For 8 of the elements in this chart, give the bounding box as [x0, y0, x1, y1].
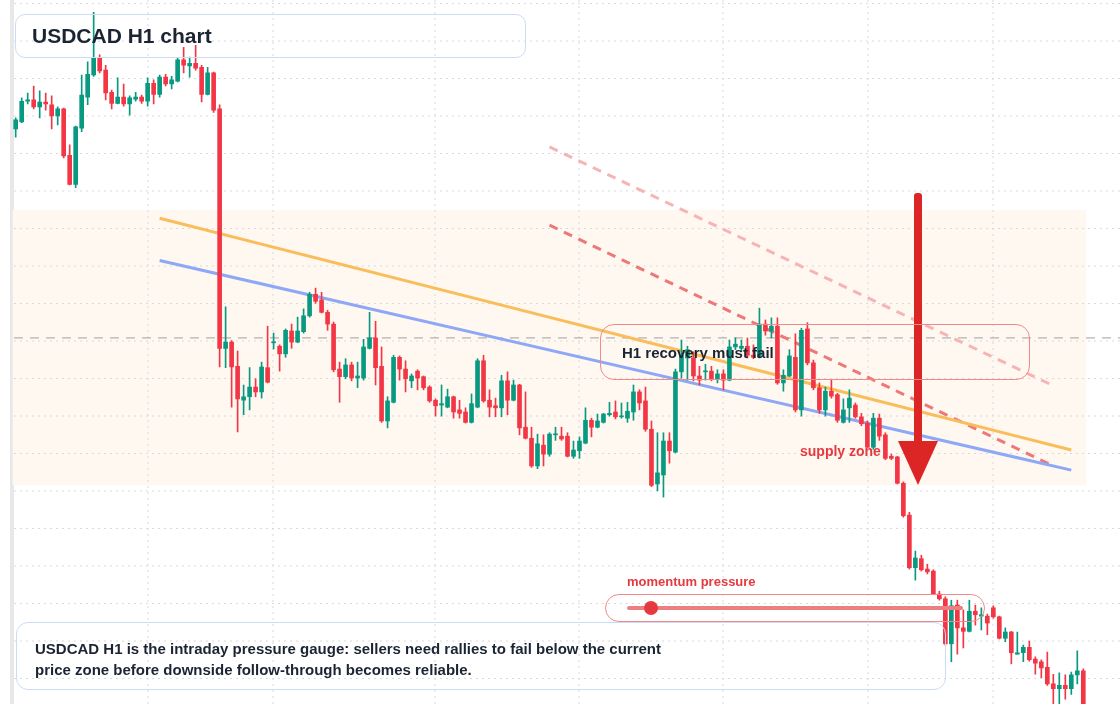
annotation: momentum pressure	[627, 574, 756, 589]
candlestick	[37, 90, 43, 119]
candlestick	[1074, 650, 1080, 685]
candlestick	[1062, 674, 1068, 700]
candlestick	[1050, 673, 1056, 704]
band-label: supply zone	[800, 443, 882, 460]
candlestick	[1056, 672, 1062, 704]
annotation: USDCAD H1 is the intraday pressure gauge: sellers need rallies to fail below the current price zone before downside follow-through becomes reliable.	[16, 622, 946, 690]
